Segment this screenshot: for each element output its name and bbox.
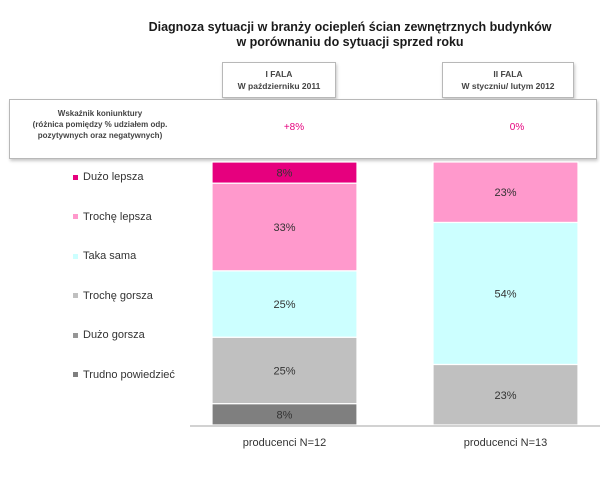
- bar-segment: [211, 182, 358, 272]
- category-label: producenci N=12: [243, 437, 326, 449]
- data-label: 8%: [277, 168, 293, 180]
- data-label: 54%: [494, 289, 516, 301]
- data-label: 8%: [277, 409, 293, 421]
- legend-swatch: [73, 293, 78, 298]
- legend-swatch: [73, 214, 78, 219]
- legend-label: Trochę lepsza: [83, 210, 152, 223]
- wave-2-title: II FALA: [493, 69, 523, 79]
- bar-segment: [211, 270, 358, 338]
- category-label: producenci N=13: [464, 437, 547, 449]
- data-label: 23%: [494, 187, 516, 199]
- legend-item: Dużo lepsza: [73, 170, 144, 184]
- legend-swatch: [73, 332, 78, 338]
- indicator-label-line-2: (różnica pomiędzy % udziałem odp.: [32, 120, 168, 129]
- wave-2-date: W styczniu/ lutym 2012: [461, 81, 555, 91]
- indicator-value-wave-2: 0%: [509, 122, 525, 133]
- legend-swatch: [73, 372, 78, 377]
- indicator-label: Wskaźnik koniunktury (różnica pomiędzy %…: [10, 108, 190, 141]
- legend-label: Dużo gorsza: [83, 329, 145, 341]
- data-label: 25%: [273, 366, 295, 378]
- legend-swatch: [73, 253, 78, 259]
- legend-item: Trochę gorsza: [73, 289, 153, 303]
- legend-item: Trudno powiedzieć: [73, 368, 175, 382]
- legend-swatch: [73, 174, 78, 180]
- legend-item: Trochę lepsza: [73, 210, 152, 224]
- bar-segment: [432, 363, 579, 426]
- legend-label: Dużo lepsza: [83, 171, 144, 183]
- data-label: 25%: [273, 299, 295, 311]
- wave-1-title: I FALA: [265, 69, 293, 79]
- bar-segment: [432, 221, 579, 366]
- indicator-value-wave-1: +8%: [283, 122, 305, 133]
- data-label: 33%: [273, 222, 295, 234]
- chart-title-line-1: Diagnoza sytuacji w branży ociepleń ścia…: [148, 20, 552, 34]
- legend-label: Taka sama: [83, 250, 137, 262]
- bar-segment: [432, 161, 579, 224]
- wave-box-2: II FALA W styczniu/ lutym 2012: [442, 62, 574, 98]
- legend-item: Taka sama: [73, 249, 136, 263]
- bar-segment: [211, 336, 358, 405]
- indicator-label-line-1: Wskaźnik koniunktury: [57, 109, 143, 118]
- data-label: 23%: [494, 390, 516, 402]
- legend-label: Trudno powiedzieć: [83, 368, 175, 381]
- legend-label: Trochę gorsza: [83, 289, 153, 302]
- wave-1-date: W październiku 2011: [237, 81, 321, 91]
- wave-box-1: I FALA W październiku 2011: [222, 62, 336, 98]
- indicator-label-line-3: pozytywnych oraz negatywnych): [37, 131, 163, 140]
- bar-segment: [211, 403, 358, 426]
- chart-title: Diagnoza sytuacji w branży ociepleń ścia…: [100, 20, 600, 50]
- business-indicator-box: Wskaźnik koniunktury (różnica pomiędzy %…: [9, 99, 597, 159]
- chart-title-line-2: w porównaniu do sytuacji sprzed roku: [236, 35, 464, 49]
- legend-item: Dużo gorsza: [73, 328, 145, 342]
